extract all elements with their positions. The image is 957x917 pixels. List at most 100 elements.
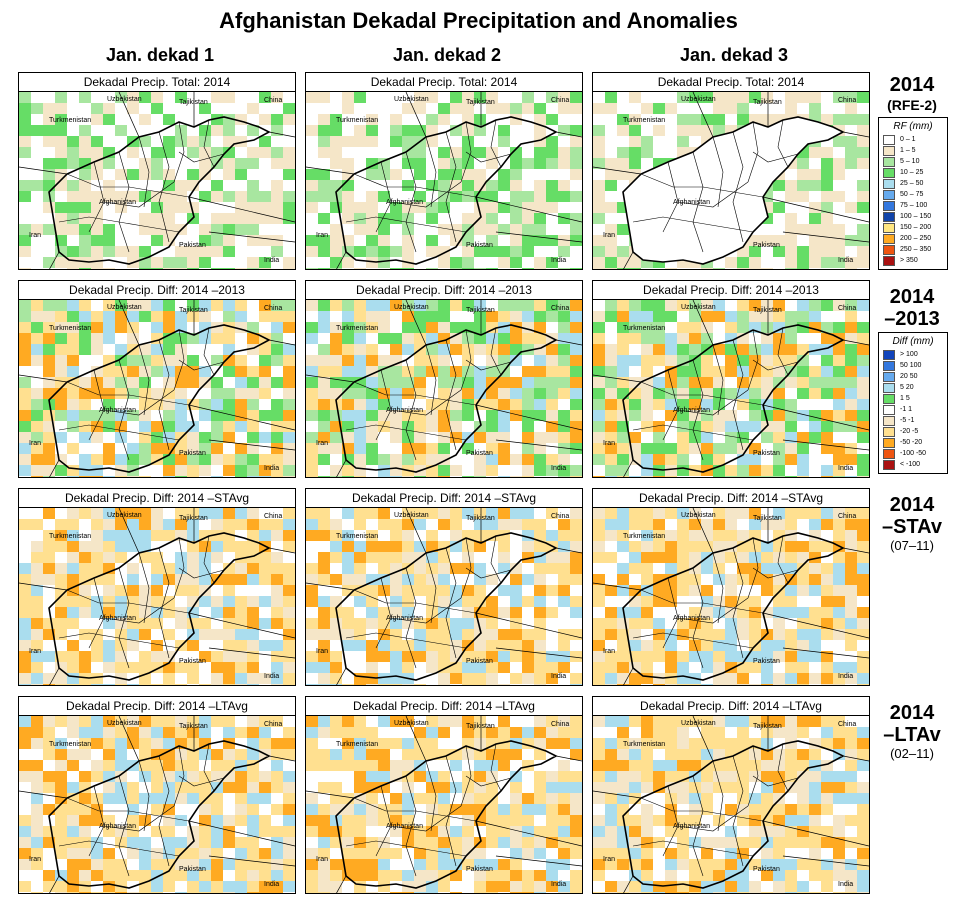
precip-cell (713, 607, 725, 618)
precip-cell (306, 881, 318, 892)
precip-cell (127, 333, 139, 344)
precip-cell (354, 607, 366, 618)
precip-cell (115, 552, 127, 563)
precip-cell (725, 508, 737, 519)
precip-cell (677, 355, 689, 366)
precip-cell (354, 563, 366, 574)
neighbour-border (268, 547, 295, 554)
precip-cell (546, 235, 558, 246)
precip-cell (390, 826, 402, 837)
precip-cell (175, 421, 187, 432)
precip-cell (139, 662, 151, 673)
precip-cell (67, 344, 79, 355)
precip-cell (845, 476, 857, 477)
precip-cell (725, 574, 737, 585)
precip-cell (271, 257, 283, 268)
precip-cell (773, 662, 785, 673)
precip-cell (845, 651, 857, 662)
precip-cell (510, 749, 522, 760)
precip-cell (79, 180, 91, 191)
precip-cell (522, 213, 534, 224)
precip-cell (67, 585, 79, 596)
precip-cell (510, 848, 522, 859)
precip-cell (821, 421, 833, 432)
precip-cell (414, 793, 426, 804)
precip-cell (641, 476, 653, 477)
precip-cell (306, 235, 318, 246)
precip-cell (462, 180, 474, 191)
precip-cell (127, 180, 139, 191)
precip-cell (797, 388, 809, 399)
precip-cell (833, 651, 845, 662)
precip-cell (271, 388, 283, 399)
precip-cell (91, 640, 103, 651)
precip-cell (426, 563, 438, 574)
neighbour-border (208, 439, 295, 451)
precip-cell (510, 684, 522, 685)
precip-cell (821, 541, 833, 552)
province-boundary (103, 597, 175, 624)
precip-cell (701, 618, 713, 629)
precip-cell (31, 519, 43, 530)
precip-cell (845, 125, 857, 136)
precip-cell (342, 421, 354, 432)
precip-cell (115, 826, 127, 837)
precip-cell (689, 355, 701, 366)
precip-cell (390, 716, 402, 727)
precip-cell (689, 640, 701, 651)
precip-cell (821, 760, 833, 771)
precip-cell (354, 716, 366, 727)
precip-cell (797, 727, 809, 738)
precip-cell (593, 607, 605, 618)
precip-cell (474, 859, 486, 870)
map-label-afghanistan: Afghanistan (673, 615, 710, 622)
precip-cell (426, 881, 438, 892)
precip-cell (223, 213, 235, 224)
precip-cell (462, 881, 474, 892)
precip-cell (546, 892, 558, 893)
precip-cell (498, 224, 510, 235)
precip-cell (235, 136, 247, 147)
province-boundary (632, 424, 754, 441)
neighbour-border (118, 716, 140, 762)
precip-cell (426, 607, 438, 618)
precip-cell (785, 585, 797, 596)
map-label-tajikistan: Tajikistan (753, 99, 782, 106)
precip-cell (163, 147, 175, 158)
precip-cell (510, 465, 522, 476)
precip-cell (31, 771, 43, 782)
precip-cell (857, 716, 869, 727)
precip-cell (510, 136, 522, 147)
precip-cell (701, 125, 713, 136)
precip-cell (402, 749, 414, 760)
precip-cell (486, 333, 498, 344)
precip-cell (809, 870, 821, 881)
precip-cell (426, 673, 438, 684)
precip-cell (55, 738, 67, 749)
precip-cell (259, 881, 271, 892)
precip-cell (713, 749, 725, 760)
precip-cell (55, 224, 67, 235)
precip-cell (79, 465, 91, 476)
precip-cell (797, 804, 809, 815)
precip-cell (450, 859, 462, 870)
precip-cell (378, 246, 390, 257)
precip-cell (67, 793, 79, 804)
precip-cell (79, 629, 91, 640)
precip-cell (761, 684, 773, 685)
precip-cell (857, 870, 869, 881)
precip-cell (235, 815, 247, 826)
precip-cell (127, 103, 139, 114)
precip-cell (821, 662, 833, 673)
precip-cell (127, 213, 139, 224)
precip-cell (486, 662, 498, 673)
precip-cell (486, 716, 498, 727)
precip-cell (749, 662, 761, 673)
precip-cell (211, 432, 223, 443)
precip-cell (43, 125, 55, 136)
precip-cell (43, 246, 55, 257)
neighbour-border (49, 667, 60, 685)
precip-cell (91, 476, 103, 477)
precip-cell (570, 684, 582, 685)
precip-cell (641, 519, 653, 530)
